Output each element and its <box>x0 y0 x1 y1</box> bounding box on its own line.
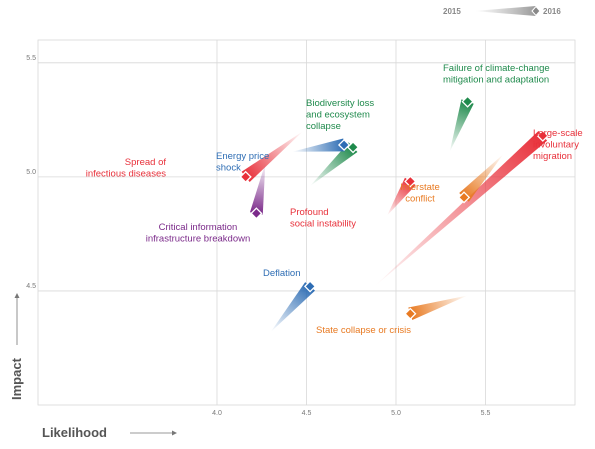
legend-year-to: 2016 <box>543 7 561 16</box>
series-label-line: involuntary <box>533 140 579 151</box>
x-axis-arrowhead <box>172 430 177 436</box>
labels: Large-scale involuntary migration Interstat… <box>86 63 583 336</box>
trail-5 <box>292 138 345 152</box>
series-label: State collapse or crisis <box>316 325 411 336</box>
series-label: Deflation <box>263 268 301 279</box>
legend: 2015 2016 <box>443 5 561 17</box>
trail-8 <box>270 282 316 332</box>
trail-2 <box>387 177 416 216</box>
series-label-line: Deflation <box>263 268 301 279</box>
series-label: Profound social instability <box>290 207 356 230</box>
marker-2016 <box>250 207 263 220</box>
series-label-line: social instability <box>290 219 356 230</box>
marker-2016 <box>457 191 471 204</box>
trail-7 <box>249 163 266 215</box>
marker-2016 <box>404 307 417 320</box>
series-label-line: Interstate <box>400 182 440 193</box>
series-label: Interstate conflict <box>400 182 440 205</box>
series-label: Spread of infectious diseases <box>86 157 167 180</box>
series-label-line: Large-scale <box>533 128 583 139</box>
legend-trail <box>474 6 536 16</box>
series-label-line: conflict <box>405 194 435 205</box>
trail-3 <box>449 99 474 152</box>
series-label-line: Energy price <box>216 151 269 162</box>
series-label-line: infectious diseases <box>86 169 167 180</box>
trails <box>241 99 548 332</box>
trail-4 <box>310 142 358 186</box>
series-label-line: mitigation and adaptation <box>443 75 549 86</box>
series-label-line: Profound <box>290 207 329 218</box>
grid <box>37 39 576 406</box>
series-label-line: migration <box>533 151 572 162</box>
series-label-line: infrastructure breakdown <box>146 234 251 245</box>
trail-6 <box>241 131 303 182</box>
legend-year-from: 2015 <box>443 7 461 16</box>
y-axis-title: Impact <box>9 357 24 400</box>
series-label-line: and ecosystem <box>306 110 370 121</box>
series-label-line: State collapse or crisis <box>316 325 411 336</box>
series-label: Large-scale involuntary migration <box>533 128 583 162</box>
series-label: Failure of climate-change mitigation and … <box>443 63 550 86</box>
x-tick-label: 4.0 <box>212 410 222 417</box>
x-tick-label: 5.5 <box>481 410 491 417</box>
series-label-line: shock <box>216 163 241 174</box>
series-label-line: Biodiversity loss <box>306 98 374 109</box>
marker-2016 <box>404 175 417 188</box>
series-label-line: collapse <box>306 121 341 132</box>
y-axis-arrowhead <box>14 293 20 298</box>
y-tick-label: 5.0 <box>26 169 36 176</box>
marker-2016 <box>337 138 351 152</box>
marker-2016 <box>461 95 474 108</box>
trail-9 <box>408 295 468 320</box>
y-tick-label: 5.5 <box>26 55 36 62</box>
series-label-line: Spread of <box>125 157 167 168</box>
y-tick-label: 4.5 <box>26 283 36 290</box>
x-tick-label: 5.0 <box>391 410 401 417</box>
axes: 4.0 4.5 5.0 5.5 4.5 5.0 5.5 Likelihood Impact <box>9 55 490 440</box>
series-label-line: Critical information <box>159 222 238 233</box>
legend-marker <box>531 5 541 17</box>
markers <box>239 95 549 320</box>
trail-0 <box>374 130 548 287</box>
series-label: Biodiversity loss and ecosystem collapse <box>306 98 374 132</box>
series-label: Critical information infrastructure break… <box>146 222 251 245</box>
marker-2016 <box>536 129 549 142</box>
series-label: Energy price shock <box>216 151 269 174</box>
series-label-line: Failure of climate-change <box>443 63 550 74</box>
trail-1 <box>459 154 504 202</box>
marker-2016 <box>239 170 252 183</box>
x-tick-label: 4.5 <box>302 410 312 417</box>
marker-2016 <box>303 280 317 293</box>
x-axis-title: Likelihood <box>42 425 107 440</box>
